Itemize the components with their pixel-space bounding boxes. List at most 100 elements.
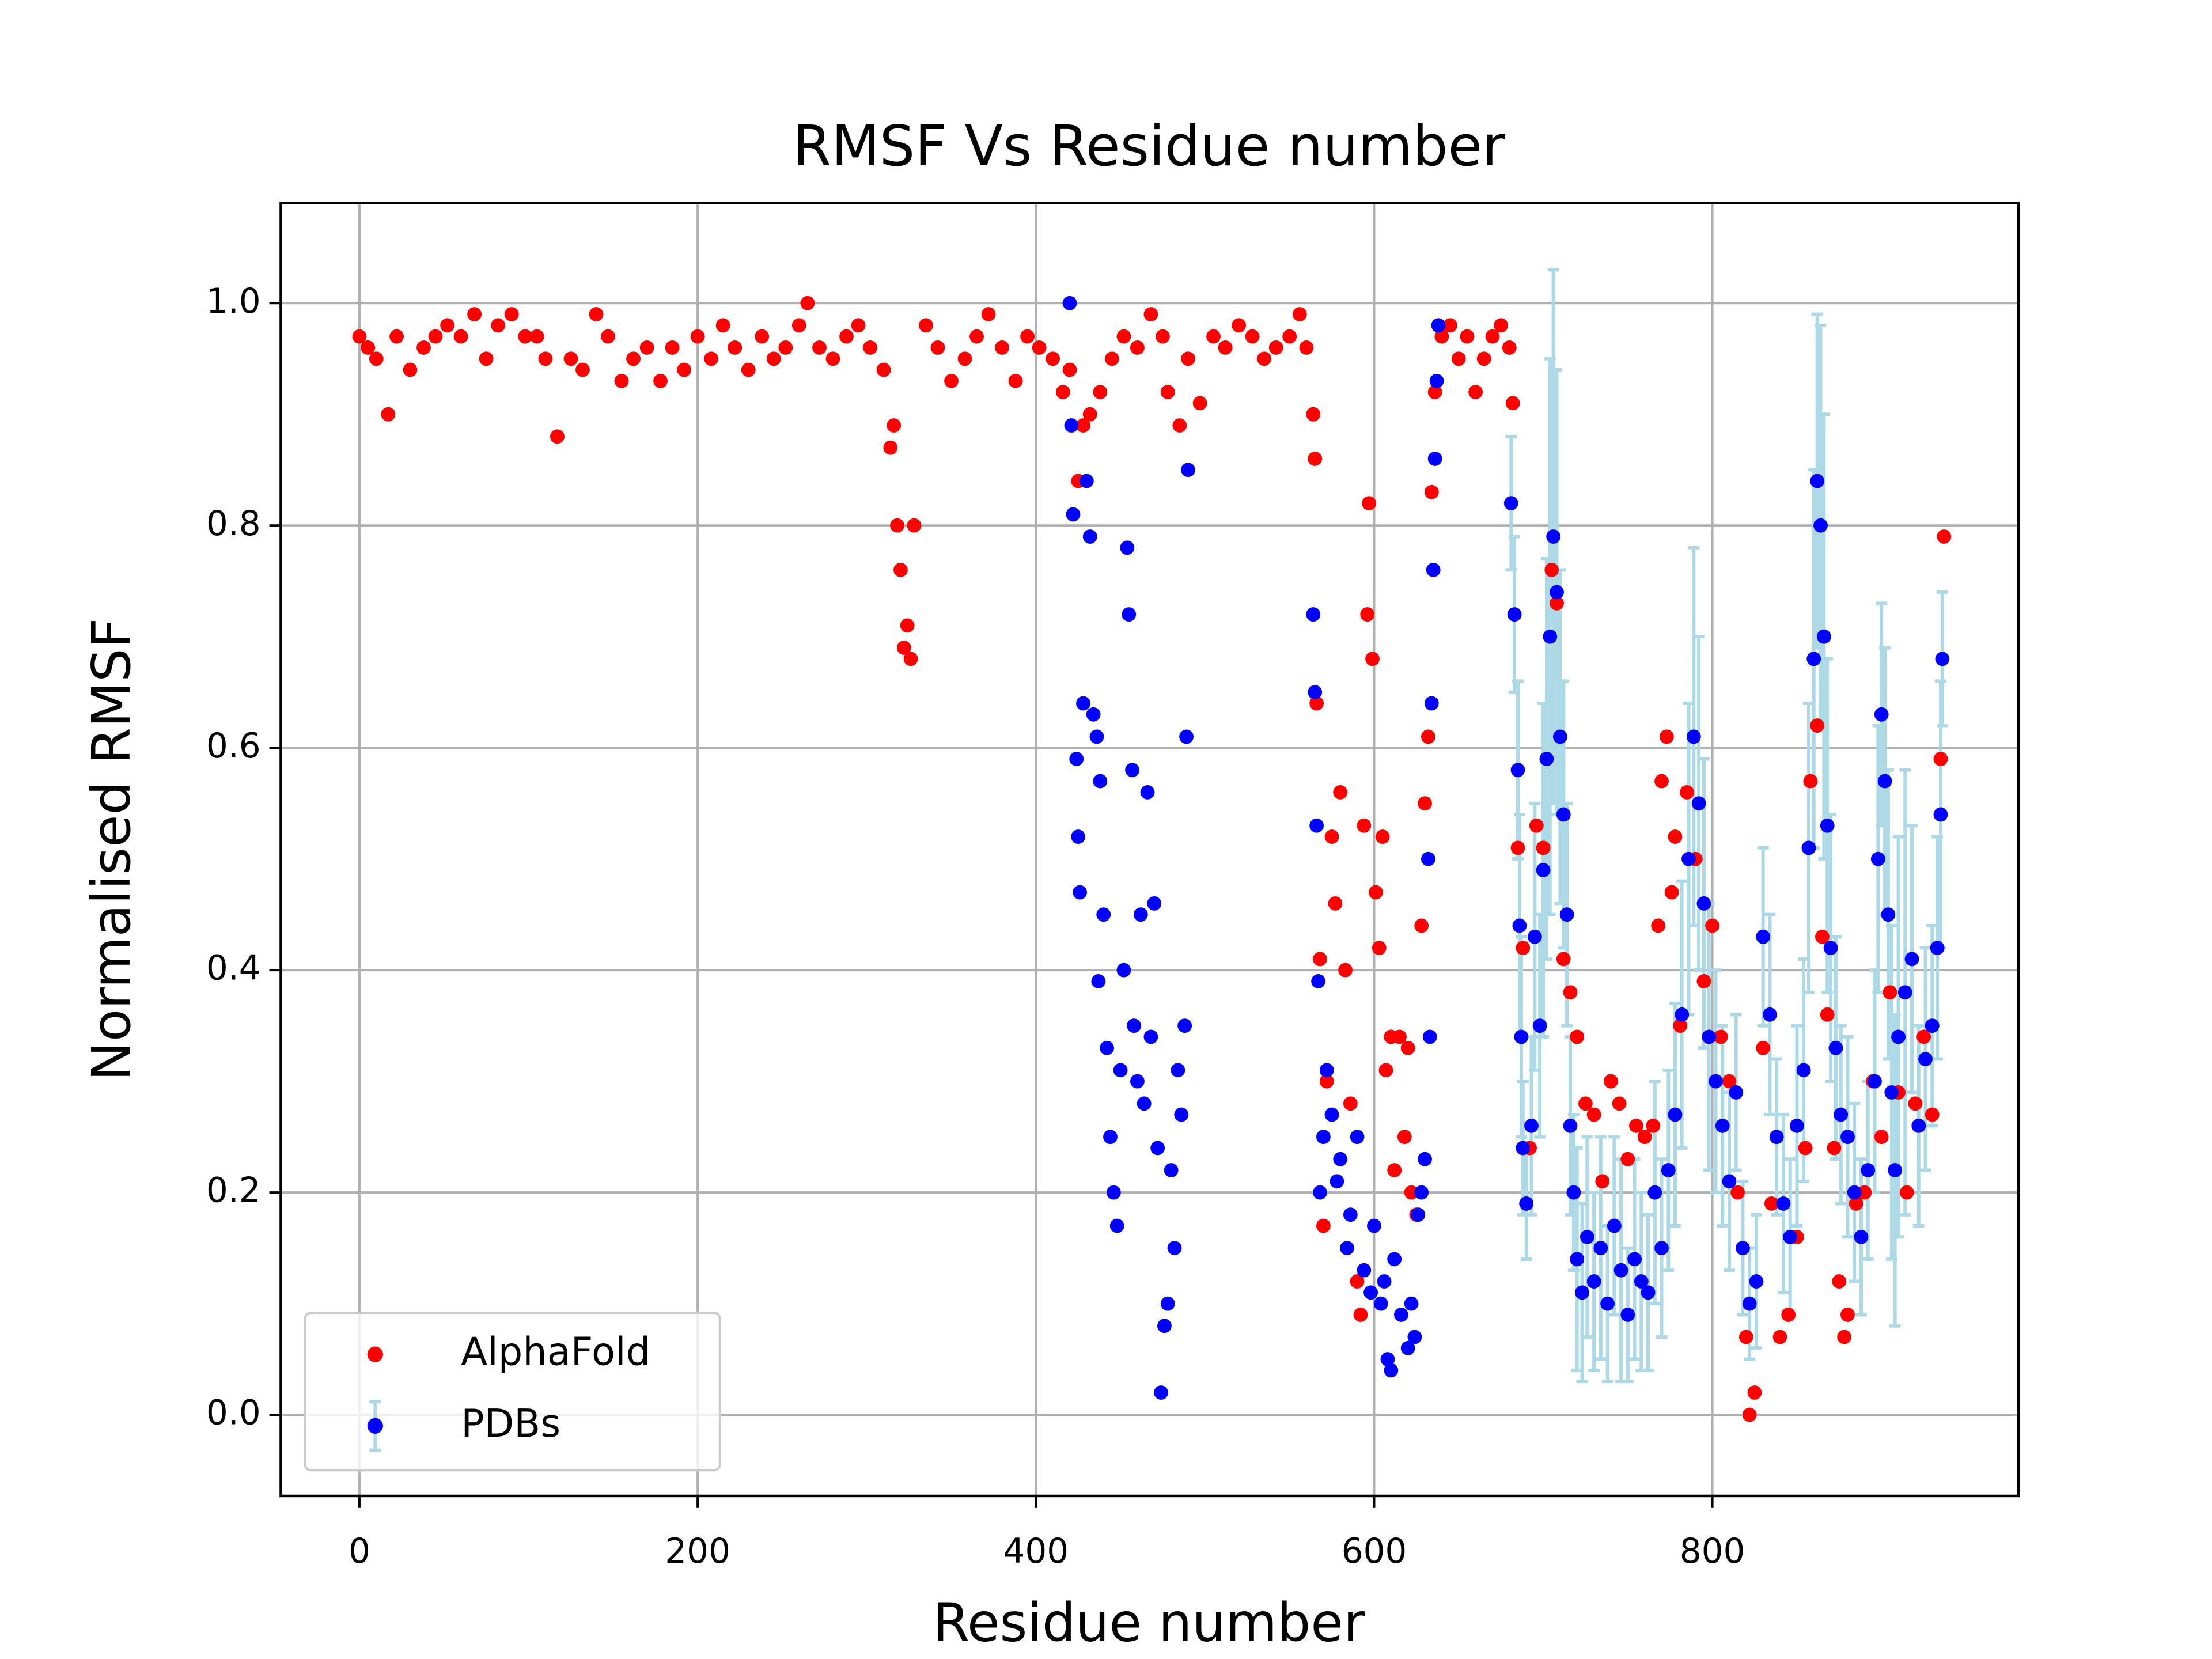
data-point: [1832, 1274, 1847, 1289]
x-axis-label: Residue number: [933, 1592, 1365, 1653]
data-point: [1600, 1296, 1615, 1311]
data-point: [995, 340, 1009, 355]
data-point: [728, 340, 743, 355]
data-point: [1742, 1407, 1757, 1422]
data-point: [1104, 351, 1119, 366]
data-point: [1404, 1296, 1419, 1311]
data-point: [1729, 1085, 1744, 1100]
data-point: [1377, 1274, 1392, 1289]
data-point: [1062, 296, 1077, 310]
data-point: [1888, 1163, 1903, 1177]
data-point: [1536, 863, 1551, 877]
data-point: [863, 340, 877, 355]
data-point: [1593, 1241, 1608, 1256]
data-point: [1742, 1296, 1757, 1311]
data-point: [1507, 607, 1522, 622]
data-point: [589, 307, 604, 321]
x-tick-label: 0: [349, 1532, 370, 1571]
data-point: [1849, 1196, 1863, 1211]
data-point: [1756, 929, 1771, 944]
data-point: [1550, 596, 1564, 611]
data-point: [1747, 1385, 1762, 1400]
data-point: [1908, 1096, 1923, 1111]
data-point: [1816, 629, 1831, 644]
data-point: [893, 562, 908, 577]
data-point: [1736, 1241, 1750, 1256]
data-point: [1918, 1052, 1933, 1066]
legend-marker: [367, 1418, 383, 1434]
data-point: [1340, 1241, 1354, 1256]
data-point: [1503, 496, 1518, 511]
data-point: [1874, 707, 1889, 722]
y-axis-label: Normalised RMSF: [81, 618, 142, 1081]
data-point: [800, 296, 815, 310]
data-point: [1313, 1185, 1327, 1200]
data-point: [1367, 1218, 1381, 1233]
data-point: [1828, 1040, 1843, 1055]
data-point: [755, 329, 770, 344]
data-point: [851, 318, 866, 333]
data-point: [479, 351, 494, 366]
data-point: [614, 373, 629, 388]
data-point: [1350, 1130, 1365, 1145]
data-point: [1384, 1363, 1399, 1378]
data-point: [1082, 529, 1097, 544]
data-point: [690, 329, 705, 344]
data-point: [1524, 1118, 1539, 1133]
data-point: [1911, 1118, 1926, 1133]
data-point: [1546, 529, 1561, 544]
data-point: [1634, 1274, 1649, 1289]
data-point: [1125, 763, 1140, 778]
data-point: [1418, 796, 1432, 811]
data-point: [1868, 1074, 1882, 1089]
data-point: [1137, 1096, 1152, 1111]
data-point: [1160, 385, 1175, 400]
data-point: [1627, 1252, 1642, 1267]
data-point: [1654, 774, 1669, 789]
data-point: [1566, 1185, 1581, 1200]
data-point: [1935, 652, 1950, 666]
data-point: [1933, 752, 1948, 766]
data-point: [538, 351, 553, 366]
data-point: [1109, 1218, 1124, 1233]
data-point: [1580, 1229, 1594, 1244]
data-point: [403, 362, 418, 377]
data-point: [1143, 307, 1158, 321]
x-tick-label: 600: [1342, 1532, 1407, 1571]
data-point: [1854, 1229, 1869, 1244]
x-tick-label: 200: [665, 1532, 730, 1571]
y-tick-label: 1.0: [206, 282, 261, 321]
data-point: [1171, 1063, 1185, 1078]
data-point: [1414, 918, 1429, 933]
data-point: [1460, 329, 1475, 344]
data-point: [1308, 452, 1323, 466]
data-point: [1394, 1307, 1408, 1322]
data-point: [1764, 1196, 1779, 1211]
data-point: [1776, 1196, 1791, 1211]
data-point: [550, 429, 565, 444]
data-point: [1904, 952, 1919, 967]
data-point: [1174, 1107, 1189, 1122]
data-point: [839, 329, 854, 344]
data-point: [1368, 885, 1383, 900]
data-point: [887, 418, 902, 433]
data-point: [1392, 1029, 1407, 1044]
data-point: [653, 373, 668, 388]
data-point: [1116, 963, 1131, 978]
data-point: [1113, 1063, 1128, 1078]
data-point: [944, 373, 959, 388]
data-point: [1414, 1185, 1429, 1200]
data-point: [1815, 929, 1830, 944]
data-point: [1397, 1130, 1412, 1145]
data-point: [1485, 329, 1500, 344]
data-point: [1659, 729, 1674, 744]
data-point: [1172, 418, 1187, 433]
y-tick-label: 0.4: [206, 949, 261, 988]
data-point: [1529, 818, 1544, 833]
data-point: [1925, 1107, 1940, 1122]
data-point: [1837, 1330, 1852, 1344]
data-point: [1164, 1163, 1179, 1177]
data-point: [1897, 985, 1912, 1000]
data-point: [1883, 985, 1897, 1000]
data-point: [467, 307, 482, 321]
